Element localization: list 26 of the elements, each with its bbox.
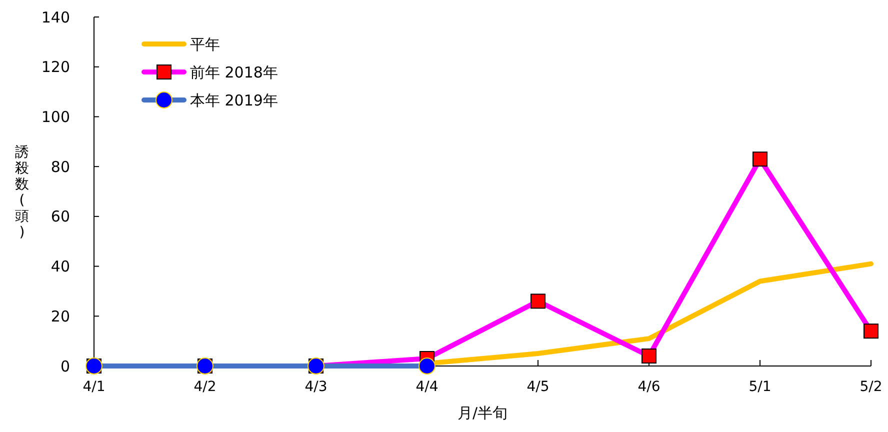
x-tick-label: 4/4 <box>416 379 438 395</box>
y-tick-label: 80 <box>50 158 70 176</box>
point <box>418 358 436 374</box>
y-tick-label: 60 <box>50 208 70 226</box>
x-tick-label: 5/1 <box>748 379 772 395</box>
y-tick-label: 40 <box>50 258 70 276</box>
x-axis-title: 月/半旬 <box>457 404 508 422</box>
point <box>864 324 878 339</box>
y-axis-title: 誘殺数(頭) <box>15 144 29 240</box>
x-tick-label: 4/3 <box>304 379 328 395</box>
x-tick-label: 4/6 <box>638 379 660 395</box>
y-tick-label: 20 <box>50 307 70 326</box>
point <box>642 348 656 364</box>
legend-label: 前年 2018年 <box>190 63 278 82</box>
point <box>752 152 768 167</box>
x-tick-label: 4/5 <box>526 379 550 395</box>
y-tick-label: 100 <box>41 108 70 126</box>
y-tick-label: 0 <box>60 357 70 376</box>
y-tick-label: 120 <box>41 58 70 76</box>
legend-label: 平年 <box>190 35 220 54</box>
point <box>530 294 546 309</box>
x-tick-label: 4/1 <box>82 379 106 395</box>
y-tick-label: 140 <box>41 8 70 26</box>
legend-label: 本年 2019年 <box>190 91 278 110</box>
x-tick-label: 5/2 <box>860 379 882 395</box>
x-tick-label: 4/2 <box>194 379 216 395</box>
